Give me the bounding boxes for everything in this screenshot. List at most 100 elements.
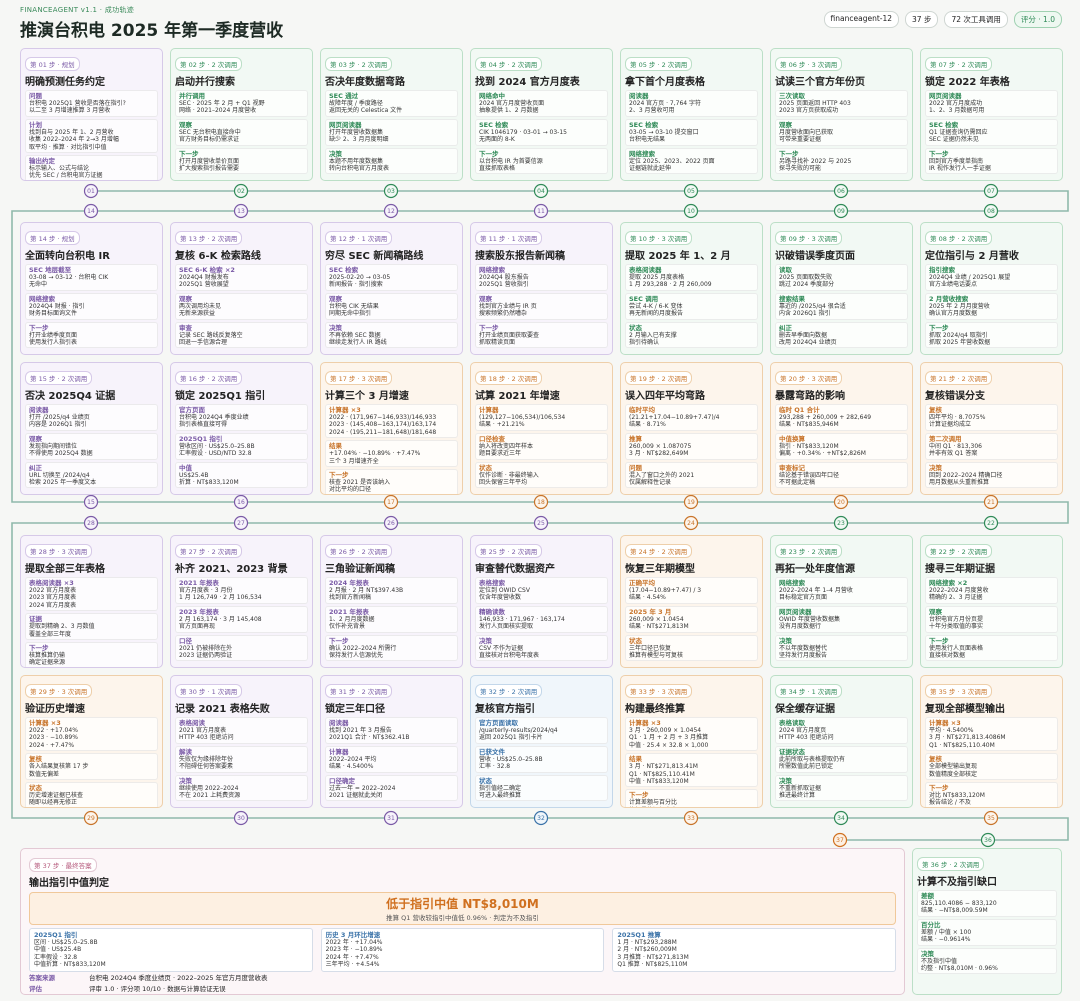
step-section: 2021 年报表 1、2 月月度数据 仅作补充背景	[325, 605, 458, 633]
section-label: 读取	[779, 266, 792, 274]
section-line: 结果 · NT$271,813M	[629, 623, 689, 631]
step-section: 决策 不重新抓取证据 推进最终计算	[775, 774, 908, 802]
section-label: 百分比	[921, 920, 941, 929]
section-line: 再无新闻的月度报告	[629, 310, 684, 318]
section-label: 三次读取	[779, 92, 805, 100]
step-section: 表格搜索 定位到 OWID CSV 仅含年度营收数	[475, 577, 608, 604]
step-section: 复核 四年平均 · 8.7075% 计算证据均成立	[925, 404, 1058, 431]
section-label: 下一步	[929, 636, 949, 645]
section-label: 精确读数	[479, 607, 505, 616]
step-section: 计算器 (129,127−106,534)/106,534 结果 · +21.21%	[475, 404, 608, 431]
section-line: 1 月 293,288 · 2 月 260,009	[629, 281, 712, 289]
section-line: 使用发行人指引表	[29, 339, 78, 347]
step-card: 第 07 步 · 2 次调用 锁定 2022 年表格 网页阅读器 2022 官方月度成…	[920, 48, 1063, 181]
step-section: 证据 提取到精确 2、3 月数值 覆盖全部三年度	[25, 613, 158, 641]
final-box: 2025Q1 指引 区间 · US$25.0–25.8B 中值 · US$25.4B…	[29, 928, 313, 972]
footer-label: 评估	[29, 984, 42, 993]
badges: financeagent-12 37 步 72 次工具调用 评分 · 1.0	[823, 11, 1062, 28]
section-label: 审查标记	[779, 463, 805, 472]
step-card: 第 26 步 · 2 次调用 三角验证新闻稿 2024 年报表 2 月报 · 2 月 …	[320, 535, 463, 668]
step-node	[683, 810, 699, 826]
box-label: 历史 3 月环比增速	[325, 931, 381, 939]
section-line: 仅含年度营收数	[479, 594, 522, 602]
step-card: 第 15 步 · 2 次调用 否决 2025Q4 证据 阅读器 打开 /2025/q4…	[20, 362, 163, 495]
step-node	[832, 832, 848, 848]
section-line: 转向台积电官方月度表	[329, 165, 390, 173]
section-line: (17.04−10.89+7.47) / 3	[629, 587, 702, 594]
section-line: 优先 SEC / 台积电官方证据	[29, 172, 103, 180]
section-label: 下一步	[629, 791, 649, 800]
section-line: 故障年度 / 季度路径	[329, 100, 383, 107]
section-line: HTTP 403 拒绝访问	[779, 734, 834, 742]
section-label: 下一步	[179, 149, 199, 158]
step-title: 计算三个 3 月增速	[325, 391, 409, 402]
section-label: 结果	[629, 755, 642, 764]
section-label: SEC 通过	[329, 92, 359, 100]
section-line: 所需数值此前已锁定	[779, 763, 834, 771]
section-line: 2022–2024 平均	[329, 755, 377, 763]
step-node-label: 12	[387, 208, 395, 215]
box-line: 区间 · US$25.0–25.8B	[34, 939, 98, 946]
section-line: 对比 NT$833,120M	[929, 792, 985, 800]
section-label: SEC 检索	[929, 120, 959, 129]
step-node-label: 16	[237, 499, 245, 506]
final-headline: 低于指引中值 NT$8,010M	[386, 897, 539, 911]
section-label: 并行调用	[179, 92, 205, 100]
section-line: 结论基于错误四年口径	[779, 471, 840, 479]
step-node-label: 10	[687, 208, 695, 215]
step-title: 三角验证新闻稿	[325, 564, 395, 575]
section-label: 状态	[479, 776, 492, 785]
section-line: 2024 官方页 · 7,764 字符	[629, 100, 701, 107]
step-node	[383, 183, 399, 199]
section-line: 两次调用均未见	[179, 302, 222, 310]
section-line: 对比平均的口径	[329, 486, 372, 494]
section-label: 决策	[329, 149, 342, 158]
step-section: 计算器 ×3 2022 · (171,967−146,933)/146,933 20…	[325, 404, 458, 439]
section-line: 2024Q4 财报发布	[179, 274, 229, 281]
step-section: 网络搜索 2024Q4 股东报告 2025Q1 营收指引	[475, 264, 608, 291]
step-card: 第 13 步 · 2 次调用 复核 6-K 检索路线 SEC 6-K 检索 ×2 20…	[170, 222, 313, 355]
section-label: 2021 年报表	[329, 607, 369, 616]
step-node-label: 24	[687, 520, 695, 527]
step-node	[383, 515, 399, 531]
section-line: 台积电 CIK 无结果	[329, 302, 379, 310]
section-label: 下一步	[29, 644, 49, 653]
step-section: 推算 260,009 × 1.087075 3 月 · NT$282,649M	[625, 432, 758, 460]
page-title: 推演台积电 2025 年第一季度营收	[20, 21, 284, 41]
section-line: 同期无命中指引	[329, 310, 372, 318]
step-title: 试算 2021 年增速	[475, 391, 560, 402]
footer-text: 台积电 2024Q4 季度业绩页 · 2022–2025 年官方月度营收表	[89, 973, 268, 982]
section-line: 结果 · NT$835,946M	[779, 421, 839, 429]
step-tag: 第 04 步 · 2 次调用	[475, 57, 543, 71]
step-title: 复现全部模型输出	[925, 704, 1005, 715]
step-card: 第 04 步 · 2 次调用 找到 2024 官方月度表 网络命中 2024 官方月度…	[470, 48, 613, 181]
badge: 72 次工具调用	[944, 11, 1008, 28]
section-line: 不及指引中值	[921, 957, 958, 965]
section-label: 口径检查	[479, 434, 505, 443]
box-line: 2024 年 · +7.47%	[325, 953, 379, 961]
step-title: 恢复三年期模型	[625, 564, 695, 575]
section-line: 失败仅为缘排除年份	[179, 755, 234, 763]
section-line: 三年口径已恢复	[629, 644, 672, 652]
section-label: 决策	[779, 636, 792, 645]
section-label: 问题	[29, 92, 42, 100]
final-boxes: 2025Q1 指引 区间 · US$25.0–25.8B 中值 · US$25.4B…	[29, 928, 897, 972]
step-card: 第 22 步 · 2 次调用 搜寻三年期证据 网络搜索 ×2 2022–2024 月度…	[920, 535, 1063, 668]
section-line: 覆盖全部三年度	[29, 630, 72, 638]
step-section: 状态 历史增速证据已核查 随即以经再无修正	[25, 782, 158, 807]
step-section: 2024 年报表 2 月报 · 2 月 NT$397.43B 找到官方新闻稿	[325, 577, 458, 604]
section-line: 2 月报 · 2 月 NT$397.43B	[329, 587, 404, 594]
step-node-label: 04	[537, 188, 545, 195]
section-label: 网页阅读器	[929, 92, 962, 100]
section-label: 计算器 ×3	[629, 719, 661, 727]
section-line: 打开月度营收单价页面	[179, 157, 240, 165]
section-line: 1、2、3 月数据可用	[929, 107, 985, 115]
section-line: 定位 2025、2023、2022 页面	[629, 157, 715, 165]
step-section: 问题 混入了窗口之外的 2021 仅属解释性记录	[625, 461, 758, 489]
section-line: 仅属解释性记录	[629, 479, 672, 487]
section-label: 阅读器	[29, 406, 49, 414]
step-card: 第 19 步 · 2 次调用 误入四年平均弯路 临时平均 (21.21+17.04−1…	[620, 362, 763, 495]
section-label: 2024 年报表	[329, 579, 369, 587]
section-line: 结果 · −NT$8,009.59M	[921, 907, 988, 915]
section-line: 记录 SEC 路线反复落空	[179, 331, 243, 339]
